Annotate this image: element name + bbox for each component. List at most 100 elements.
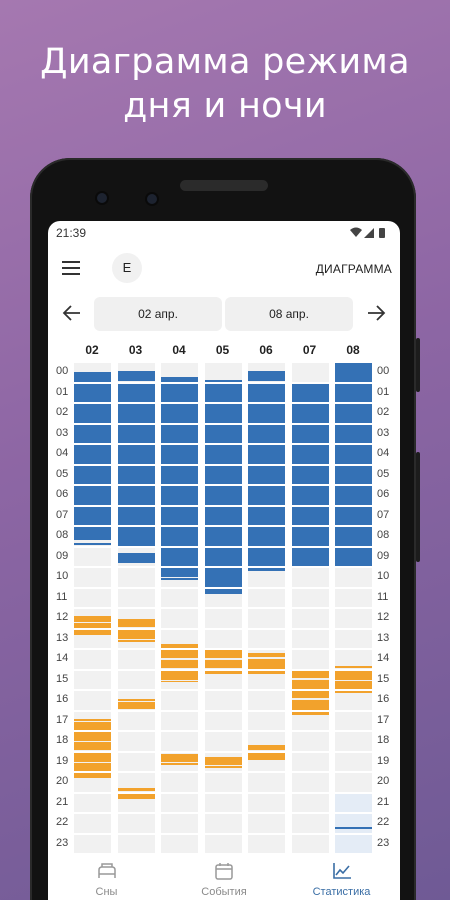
tab-sleep[interactable]: Сны [48, 853, 165, 900]
event-segment[interactable] [291, 670, 329, 678]
sleep-segment[interactable] [204, 547, 242, 566]
event-segment[interactable] [117, 793, 155, 799]
event-segment[interactable] [204, 670, 242, 674]
event-segment[interactable] [335, 670, 372, 680]
event-segment[interactable] [335, 666, 372, 669]
tab-statistics[interactable]: Статистика [283, 853, 400, 900]
sleep-segment[interactable] [248, 404, 285, 423]
sleep-segment[interactable] [161, 578, 198, 581]
event-segment[interactable] [117, 619, 155, 628]
sleep-segment[interactable] [248, 371, 285, 382]
sleep-segment[interactable] [291, 506, 329, 525]
sleep-segment[interactable] [291, 424, 329, 443]
tab-events[interactable]: События [165, 853, 283, 900]
sleep-segment[interactable] [117, 486, 155, 505]
sleep-segment[interactable] [117, 552, 155, 563]
sleep-segment[interactable] [74, 445, 111, 464]
event-segment[interactable] [248, 752, 285, 760]
event-segment[interactable] [74, 752, 111, 762]
event-segment[interactable] [335, 691, 372, 693]
start-date-button[interactable]: 02 апр. [94, 297, 222, 331]
sleep-segment[interactable] [335, 506, 372, 525]
sleep-segment[interactable] [161, 465, 198, 484]
sleep-segment[interactable] [291, 486, 329, 505]
event-segment[interactable] [248, 745, 285, 751]
sleep-segment[interactable] [248, 506, 285, 525]
sleep-segment[interactable] [204, 588, 242, 594]
sleep-segment[interactable] [335, 527, 372, 546]
event-segment[interactable] [74, 718, 111, 721]
arrow-right-icon[interactable] [364, 301, 388, 325]
sleep-segment[interactable] [291, 465, 329, 484]
sleep-segment[interactable] [248, 445, 285, 464]
arrow-left-icon[interactable] [60, 301, 84, 325]
sleep-segment[interactable] [204, 486, 242, 505]
sleep-segment[interactable] [291, 527, 329, 546]
sleep-segment[interactable] [204, 465, 242, 484]
event-segment[interactable] [204, 765, 242, 768]
sleep-segment[interactable] [117, 383, 155, 402]
event-segment[interactable] [291, 711, 329, 715]
sleep-segment[interactable] [204, 404, 242, 423]
sleep-segment[interactable] [248, 465, 285, 484]
event-segment[interactable] [204, 660, 242, 669]
sleep-segment[interactable] [291, 404, 329, 423]
sleep-segment[interactable] [248, 383, 285, 402]
event-segment[interactable] [161, 650, 198, 659]
sleep-segment[interactable] [74, 383, 111, 402]
sleep-segment[interactable] [204, 568, 242, 587]
sleep-segment[interactable] [161, 424, 198, 443]
sleep-segment[interactable] [117, 404, 155, 423]
sleep-segment[interactable] [161, 377, 198, 382]
event-segment[interactable] [74, 616, 111, 623]
event-segment[interactable] [161, 670, 198, 680]
sleep-segment[interactable] [335, 547, 372, 566]
sleep-segment[interactable] [117, 527, 155, 546]
sleep-segment[interactable] [335, 465, 372, 484]
sleep-segment[interactable] [74, 486, 111, 505]
event-segment[interactable] [74, 721, 111, 730]
sleep-segment[interactable] [161, 445, 198, 464]
sleep-segment[interactable] [204, 380, 242, 382]
event-segment[interactable] [291, 691, 329, 699]
sleep-segment[interactable] [335, 827, 372, 829]
sleep-segment[interactable] [161, 527, 198, 546]
sleep-segment[interactable] [248, 547, 285, 566]
event-segment[interactable] [161, 660, 198, 669]
sleep-segment[interactable] [291, 445, 329, 464]
event-segment[interactable] [161, 643, 198, 648]
event-segment[interactable] [74, 762, 111, 771]
event-segment[interactable] [204, 756, 242, 765]
event-segment[interactable] [117, 699, 155, 702]
sleep-segment[interactable] [291, 547, 329, 566]
sleep-segment[interactable] [74, 404, 111, 423]
sleep-segment[interactable] [204, 445, 242, 464]
sleep-segment[interactable] [74, 527, 111, 541]
event-segment[interactable] [335, 680, 372, 689]
sleep-segment[interactable] [117, 424, 155, 443]
event-segment[interactable] [74, 629, 111, 635]
sleep-segment[interactable] [117, 465, 155, 484]
sleep-segment[interactable] [161, 568, 198, 578]
sleep-segment[interactable] [291, 383, 329, 402]
sleep-segment[interactable] [74, 465, 111, 484]
sleep-segment[interactable] [335, 404, 372, 423]
sleep-segment[interactable] [335, 383, 372, 402]
event-segment[interactable] [161, 680, 198, 683]
event-segment[interactable] [161, 762, 198, 765]
sleep-segment[interactable] [248, 486, 285, 505]
event-segment[interactable] [74, 732, 111, 742]
sleep-segment[interactable] [335, 445, 372, 464]
sleep-segment[interactable] [74, 543, 111, 546]
event-segment[interactable] [117, 702, 155, 710]
sleep-segment[interactable] [74, 424, 111, 443]
sleep-segment[interactable] [74, 506, 111, 525]
sleep-segment[interactable] [74, 372, 111, 382]
event-segment[interactable] [204, 650, 242, 659]
event-segment[interactable] [248, 653, 285, 658]
event-segment[interactable] [117, 788, 155, 792]
sleep-segment[interactable] [248, 424, 285, 443]
sleep-segment[interactable] [335, 486, 372, 505]
event-segment[interactable] [74, 623, 111, 628]
sleep-segment[interactable] [161, 506, 198, 525]
